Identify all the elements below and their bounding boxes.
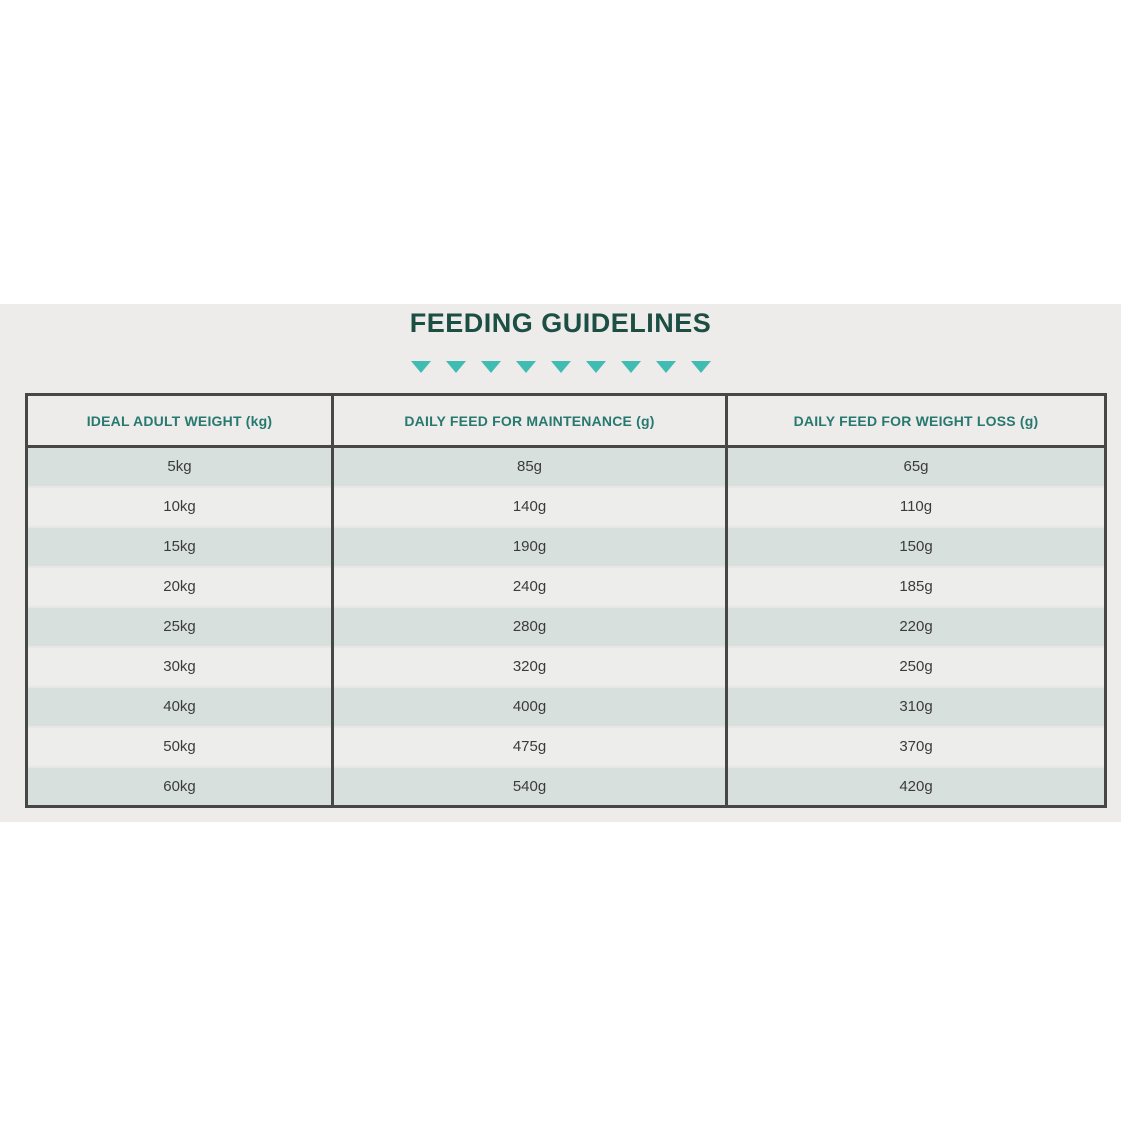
feeding-guidelines-section: FEEDING GUIDELINES IDEAL ADULT WEIGHT (k… [0, 304, 1121, 822]
table-cell: 30kg [25, 645, 334, 687]
table-cell: 15kg [25, 525, 334, 567]
table-row: 5kg 85g 65g [25, 446, 1107, 487]
table-row: 10kg 140g 110g [25, 485, 1107, 527]
table-cell: 185g [725, 565, 1107, 607]
table-cell: 65g [725, 446, 1107, 487]
column-header-maintenance-feed: DAILY FEED FOR MAINTENANCE (g) [331, 393, 728, 448]
table-cell: 400g [331, 685, 728, 727]
table-cell: 475g [331, 725, 728, 767]
triangle-down-icon [480, 361, 501, 373]
table-header-row: IDEAL ADULT WEIGHT (kg) DAILY FEED FOR M… [25, 393, 1107, 448]
triangle-down-icon [690, 361, 711, 373]
table-row: 15kg 190g 150g [25, 525, 1107, 567]
feeding-guidelines-table: IDEAL ADULT WEIGHT (kg) DAILY FEED FOR M… [25, 393, 1107, 808]
triangle-down-icon [515, 361, 536, 373]
table-cell: 85g [331, 446, 728, 487]
table-cell: 310g [725, 685, 1107, 727]
table-cell: 420g [725, 765, 1107, 808]
table-cell: 5kg [25, 446, 334, 487]
table-cell: 240g [331, 565, 728, 607]
table-cell: 60kg [25, 765, 334, 808]
triangle-down-icon [410, 361, 431, 373]
table-row: 50kg 475g 370g [25, 725, 1107, 767]
table-body: 5kg 85g 65g 10kg 140g 110g 15kg 190g 150g 20kg 240… [25, 446, 1107, 808]
triangle-down-icon [655, 361, 676, 373]
column-header-ideal-weight: IDEAL ADULT WEIGHT (kg) [25, 393, 334, 448]
table-row: 30kg 320g 250g [25, 645, 1107, 687]
table-cell: 10kg [25, 485, 334, 527]
table-cell: 140g [331, 485, 728, 527]
table-row: 40kg 400g 310g [25, 685, 1107, 727]
column-header-weight-loss-feed: DAILY FEED FOR WEIGHT LOSS (g) [725, 393, 1107, 448]
table-row: 20kg 240g 185g [25, 565, 1107, 607]
table-cell: 110g [725, 485, 1107, 527]
table-cell: 40kg [25, 685, 334, 727]
table-cell: 370g [725, 725, 1107, 767]
triangle-down-icon [585, 361, 606, 373]
table-cell: 540g [331, 765, 728, 808]
triangle-down-icon [445, 361, 466, 373]
table-cell: 280g [331, 605, 728, 647]
table-cell: 20kg [25, 565, 334, 607]
feeding-table-container: IDEAL ADULT WEIGHT (kg) DAILY FEED FOR M… [25, 393, 1107, 808]
table-cell: 50kg [25, 725, 334, 767]
table-cell: 190g [331, 525, 728, 567]
page-title: FEEDING GUIDELINES [409, 308, 712, 338]
table-cell: 150g [725, 525, 1107, 567]
triangle-down-icon [550, 361, 571, 373]
table-row: 60kg 540g 420g [25, 765, 1107, 808]
table-row: 25kg 280g 220g [25, 605, 1107, 647]
table-cell: 320g [331, 645, 728, 687]
table-cell: 25kg [25, 605, 334, 647]
table-cell: 220g [725, 605, 1107, 647]
triangle-divider [0, 361, 1121, 374]
table-cell: 250g [725, 645, 1107, 687]
triangle-down-icon [620, 361, 641, 373]
